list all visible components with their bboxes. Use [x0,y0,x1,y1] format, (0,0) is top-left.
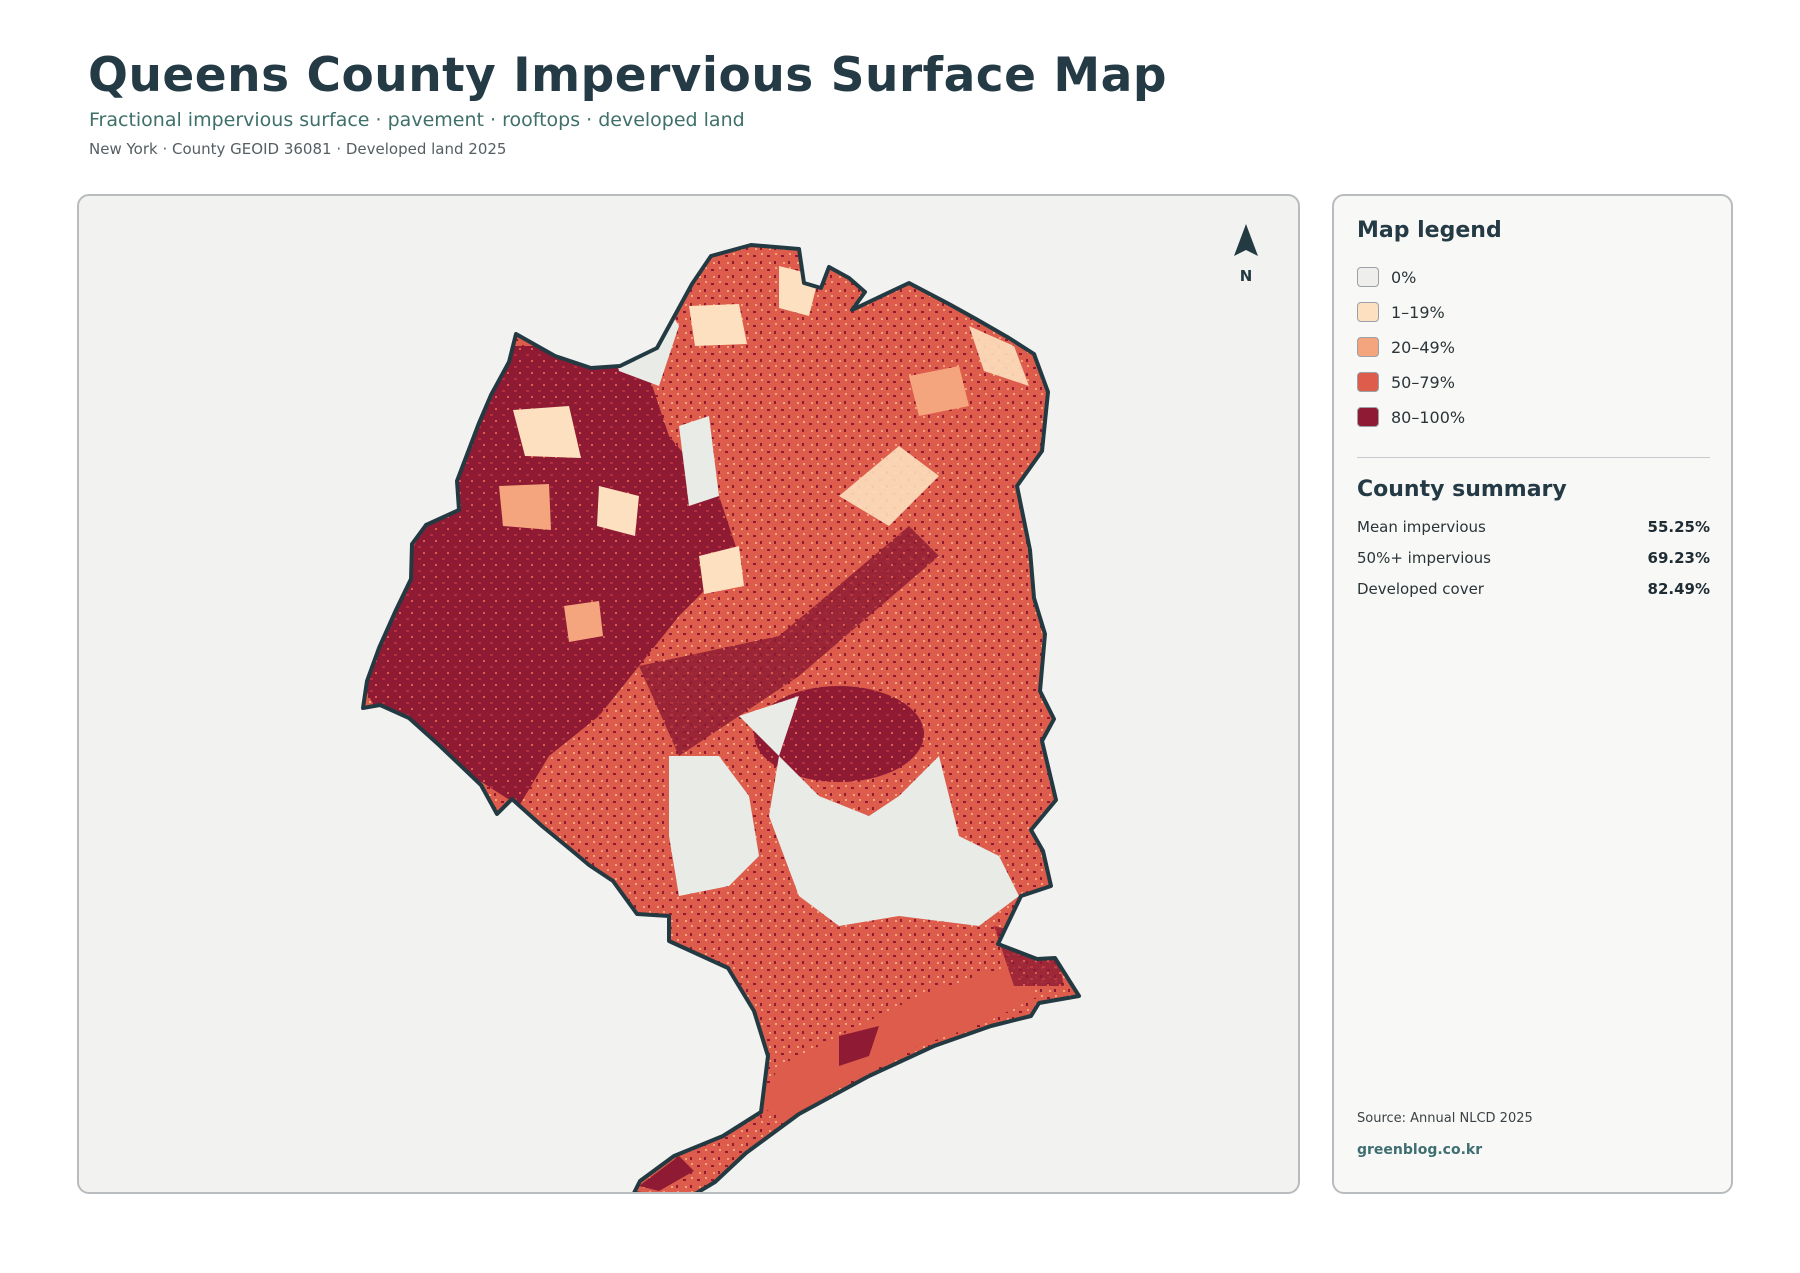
summary-label: Developed cover [1357,580,1484,598]
summary-title: County summary [1357,477,1567,502]
north-label: N [1240,267,1253,285]
summary-value: 69.23% [1647,549,1710,567]
legend-item-1: 1–19% [1357,300,1445,324]
legend-item-0: 0% [1357,265,1416,289]
summary-row-mean: Mean impervious 55.25% [1357,518,1710,536]
legend-divider [1357,457,1710,458]
summary-row-developed: Developed cover 82.49% [1357,580,1710,598]
legend-swatch [1357,267,1379,287]
page-title: Queens County Impervious Surface Map [88,48,1168,103]
page-subtitle: Fractional impervious surface · pavement… [89,109,745,131]
legend-label: 50–79% [1391,372,1455,392]
legend-swatch [1357,302,1379,322]
summary-label: 50%+ impervious [1357,549,1491,567]
queens-map[interactable]: N [79,196,1300,1194]
map-panel[interactable]: N [77,194,1300,1194]
summary-value: 82.49% [1647,580,1710,598]
source-note: Source: Annual NLCD 2025 [1357,1111,1533,1126]
legend-swatch [1357,407,1379,427]
legend-swatch [1357,337,1379,357]
summary-label: Mean impervious [1357,518,1486,536]
legend-label: 0% [1391,267,1417,287]
legend-item-2: 20–49% [1357,335,1455,359]
summary-row-50plus: 50%+ impervious 69.23% [1357,549,1710,567]
legend-label: 20–49% [1391,337,1455,357]
page-meta: New York · County GEOID 36081 · Develope… [89,140,507,158]
legend-label: 1–19% [1391,302,1445,322]
impervious-layer [363,266,1064,1191]
summary-value: 55.25% [1647,518,1710,536]
legend-swatch [1357,372,1379,392]
legend-label: 80–100% [1391,407,1466,427]
north-arrow-icon [1234,224,1258,256]
legend-title: Map legend [1357,218,1502,243]
legend-panel: Map legend 0% 1–19% 20–49% 50–79% 80–100… [1332,194,1733,1194]
legend-item-3: 50–79% [1357,370,1455,394]
credit-link[interactable]: greenblog.co.kr [1357,1142,1483,1158]
legend-item-4: 80–100% [1357,405,1465,429]
